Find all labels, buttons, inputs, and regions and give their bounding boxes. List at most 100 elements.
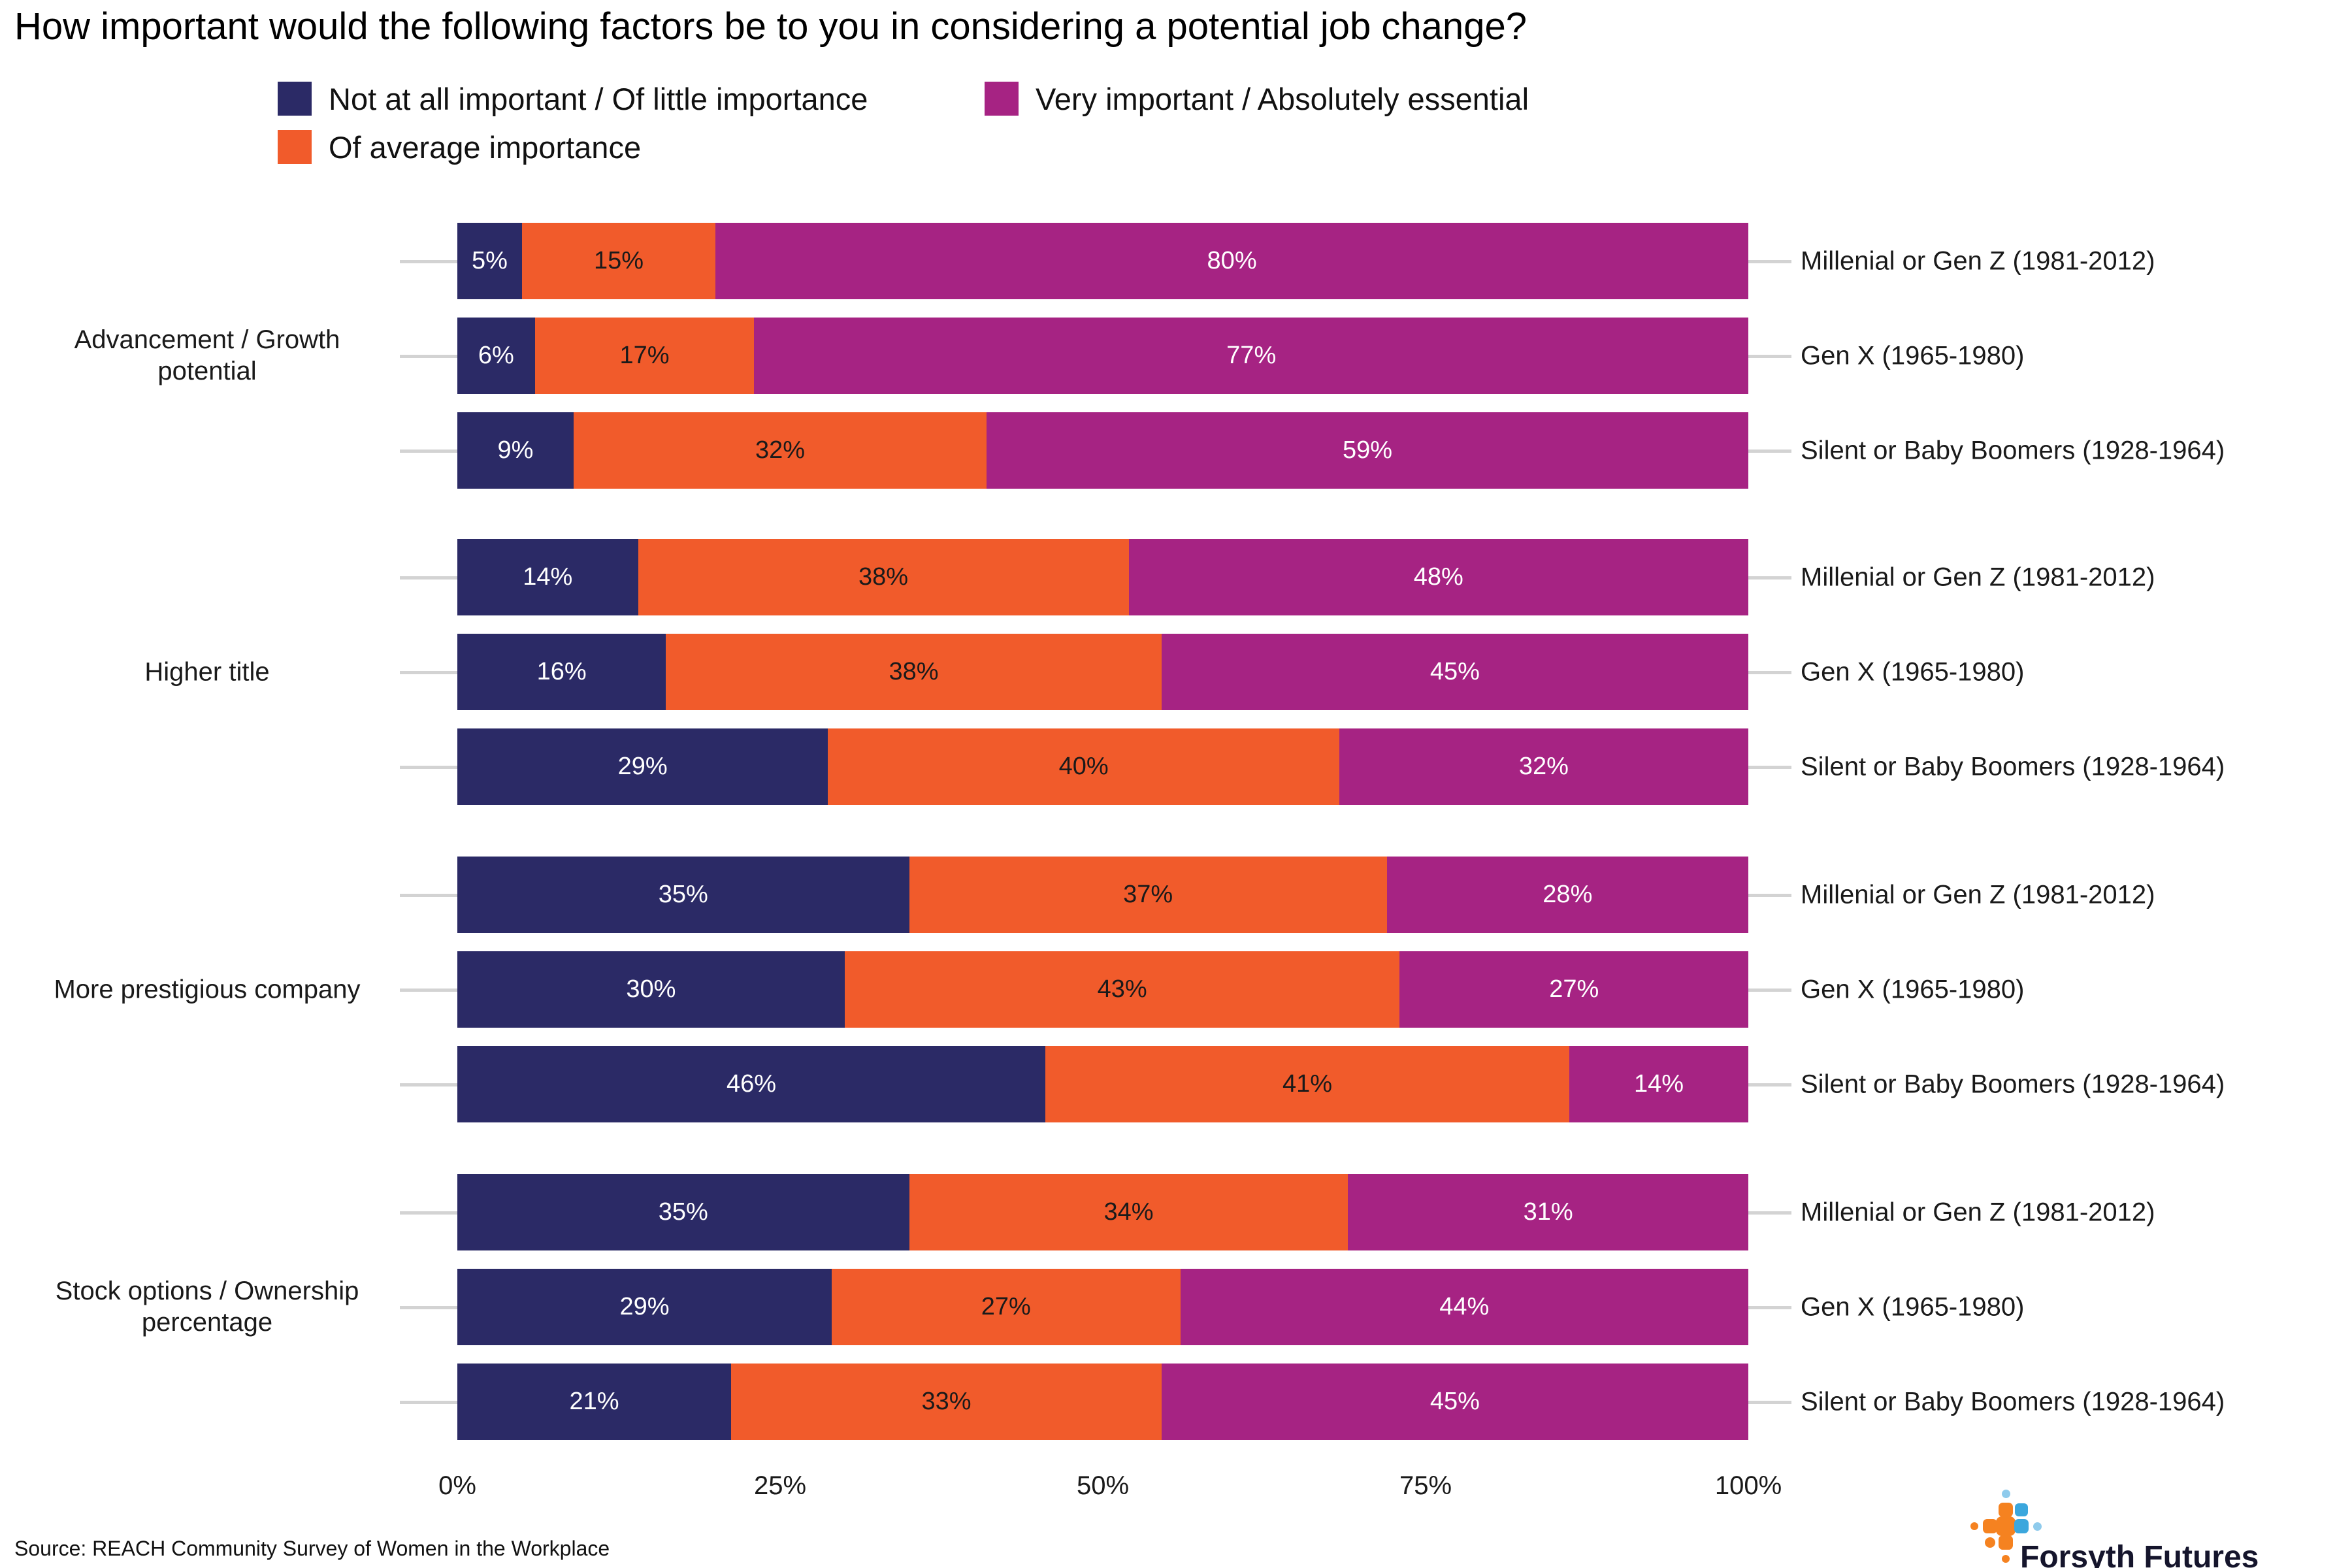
source-note: Source: REACH Community Survey of Women … [14,1537,610,1560]
row-label: Millenial or Gen Z (1981-2012) [1801,563,2155,591]
bar-value-label: 48% [1413,563,1463,591]
tick-line-right [1748,1211,1791,1215]
bar-segment: 27% [1399,951,1748,1028]
bar-segment: 46% [457,1046,1045,1122]
bar-value-label: 15% [593,247,644,274]
tick-line-right [1748,354,1791,358]
bar-segment: 77% [754,318,1748,394]
bar-value-label: 37% [1123,881,1173,908]
row-label: Gen X (1965-1980) [1801,657,2025,686]
tick-line-left [400,354,457,358]
bar-value-label: 14% [523,563,573,591]
row-label: Gen X (1965-1980) [1801,975,2025,1004]
bar-segment: 40% [828,728,1339,805]
bar-segment: 27% [832,1269,1181,1345]
bar-row: 30% 43% 27% [457,951,1748,1028]
row-label: Gen X (1965-1980) [1801,1292,2025,1321]
logo-dot [1999,1535,2013,1550]
bar-segment: 29% [457,1269,832,1345]
bar-value-label: 29% [619,1293,670,1320]
bar-value-label: 44% [1439,1293,1490,1320]
row-label: Millenial or Gen Z (1981-2012) [1801,1198,2155,1226]
bar-segment: 48% [1128,539,1748,615]
tick-line-right [1748,988,1791,992]
bar-row: 9% 32% 59% [457,412,1748,489]
bar-value-label: 6% [478,342,514,369]
bar-value-label: 32% [1518,753,1569,780]
group-label: More prestigious company [54,975,361,1004]
bar-segment: 35% [457,857,909,933]
x-axis-tick-label: 50% [1076,1471,1130,1500]
logo-dot [2033,1522,2042,1531]
bar-segment: 33% [731,1364,1162,1440]
logo-dot [2015,1503,2028,1516]
legend-swatch [278,130,312,164]
chart-title: How important would the following factor… [14,5,1527,48]
bar-segment: 34% [909,1174,1348,1250]
bar-row: 35% 37% 28% [457,857,1748,933]
bar-segment: 31% [1348,1174,1748,1250]
bar-segment: 32% [1339,728,1748,805]
bar-value-label: 16% [536,658,587,685]
x-axis-tick-label: 0% [438,1471,476,1500]
tick-line-left [400,259,457,263]
tick-line-left [400,1211,457,1215]
bar-value-label: 28% [1543,881,1593,908]
bar-segment: 80% [715,223,1748,299]
bar-segment: 41% [1045,1046,1570,1122]
bar-segment: 59% [987,412,1748,489]
row-label: Silent or Baby Boomers (1928-1964) [1801,1387,2225,1416]
legend-swatch [278,82,312,116]
logo-dot [1996,1516,2016,1536]
bar-segment: 9% [457,412,574,489]
logo-dot [2001,1489,2010,1498]
tick-line-right [1748,259,1791,263]
bar-row: 21% 33% 45% [457,1364,1748,1440]
logo-dot [1983,1519,1997,1533]
bar-row: 35% 34% 31% [457,1174,1748,1250]
bar-value-label: 5% [471,247,508,274]
bar-segment: 38% [638,539,1129,615]
bar-segment: 14% [1569,1046,1748,1122]
tick-line-right [1748,765,1791,769]
logo-dot [1970,1522,1978,1530]
bar-value-label: 29% [617,753,668,780]
tick-line-left [400,670,457,674]
bar-segment: 35% [457,1174,909,1250]
bar-segment: 38% [666,634,1162,710]
tick-line-left [400,893,457,897]
tick-line-left [400,576,457,580]
logo-dot [2014,1519,2029,1533]
tick-line-left [400,765,457,769]
bar-segment: 45% [1161,634,1748,710]
bar-value-label: 35% [658,1198,708,1226]
tick-line-left [400,1083,457,1086]
legend-label: Very important / Absolutely essential [1036,81,1529,116]
row-label: Silent or Baby Boomers (1928-1964) [1801,436,2225,465]
bar-segment: 37% [909,857,1387,933]
row-label: Millenial or Gen Z (1981-2012) [1801,246,2155,275]
logo-text: Forsyth Futures [2020,1540,2259,1568]
bar-segment: 6% [457,318,535,394]
tick-line-right [1748,449,1791,453]
bar-segment: 29% [457,728,828,805]
tick-line-left [400,449,457,453]
bar-value-label: 27% [1549,975,1599,1003]
bar-row: 16% 38% 45% [457,634,1748,710]
row-label: Silent or Baby Boomers (1928-1964) [1801,752,2225,781]
bar-value-label: 34% [1103,1198,1154,1226]
bar-segment: 43% [844,951,1400,1028]
tick-line-right [1748,893,1791,897]
row-label: Gen X (1965-1980) [1801,341,2025,370]
group-label: Stock options / Ownership percentage [55,1276,359,1337]
bar-segment: 32% [573,412,987,489]
legend-label: Not at all important / Of little importa… [329,81,868,116]
tick-line-right [1748,1083,1791,1086]
bar-value-label: 35% [658,881,708,908]
bar-value-label: 38% [889,658,939,685]
bar-row: 6% 17% 77% [457,318,1748,394]
row-label: Millenial or Gen Z (1981-2012) [1801,880,2155,909]
bar-segment: 5% [457,223,522,299]
bar-value-label: 45% [1429,1388,1480,1415]
